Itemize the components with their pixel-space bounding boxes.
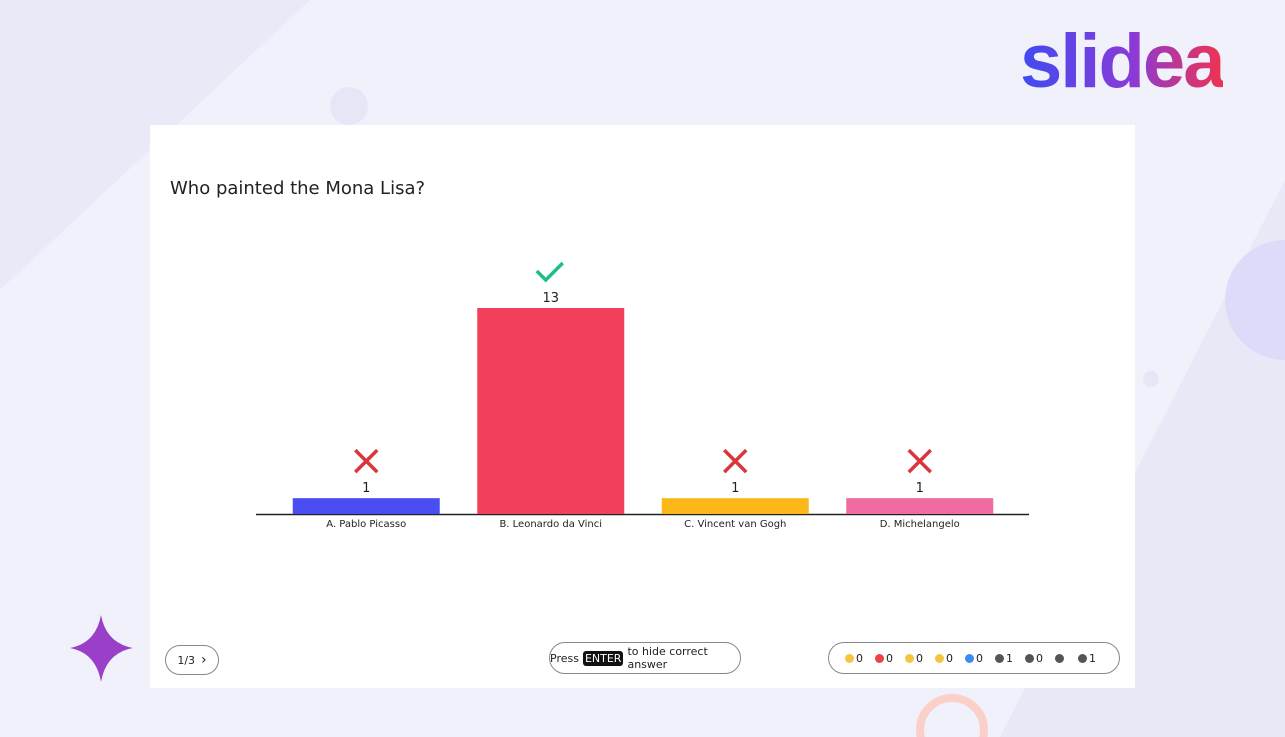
reactions-bar: 0 0 0 0 0 1 0 1: [828, 642, 1120, 674]
reaction[interactable]: 1: [995, 652, 1013, 665]
reaction-count: 0: [946, 651, 953, 665]
reaction-icon: [935, 653, 944, 663]
reaction-icon: [845, 653, 854, 663]
bar: [661, 498, 809, 514]
reaction[interactable]: 0: [845, 652, 863, 665]
wrong-mark: [907, 448, 932, 474]
bar: [477, 308, 625, 514]
value-label: 13: [542, 291, 559, 306]
category-label: D. Michelangelo: [880, 519, 960, 530]
reaction-count: 0: [916, 651, 923, 665]
value-label: 1: [362, 481, 370, 496]
reaction-count: 0: [976, 651, 983, 665]
reaction[interactable]: [1055, 653, 1066, 663]
slide-card: [150, 125, 1135, 688]
correct-mark: [535, 261, 564, 283]
category-label: A. Pablo Picasso: [326, 519, 406, 530]
wrong-mark: [723, 448, 748, 474]
hint-text: to hide correct answer: [627, 645, 708, 671]
reaction-count: 1: [1006, 651, 1013, 665]
reaction[interactable]: 0: [875, 652, 893, 665]
category-label: C. Vincent van Gogh: [684, 519, 786, 530]
reaction-count: 0: [856, 651, 863, 665]
next-arrow[interactable]: ›: [201, 652, 207, 668]
reaction-count: 1: [1089, 651, 1096, 665]
reaction-icon: [1025, 653, 1034, 663]
bar: [292, 498, 440, 514]
reaction-icon: [995, 653, 1004, 663]
value-label: 1: [731, 481, 739, 496]
page-counter[interactable]: 1/3 ›: [165, 645, 219, 675]
reaction[interactable]: 1: [1078, 652, 1096, 665]
value-label: 1: [916, 481, 924, 496]
logo: slidea: [1020, 19, 1225, 104]
reaction[interactable]: 0: [1025, 652, 1043, 665]
reaction-icon: [1055, 653, 1064, 663]
reaction-count: 0: [1036, 651, 1043, 665]
hint-pill[interactable]: Press ENTER to hide correct answer: [549, 642, 741, 674]
reaction[interactable]: 0: [935, 652, 953, 665]
reaction-icon: [875, 653, 884, 663]
page-number: 1/3: [177, 653, 196, 667]
category-label: B. Leonardo da Vinci: [499, 519, 602, 530]
reaction-count: 0: [886, 651, 893, 665]
reaction-icon: [905, 653, 914, 663]
bar: [846, 498, 994, 514]
reaction[interactable]: 0: [965, 652, 983, 665]
wrong-mark: [354, 448, 379, 474]
hint-text: Press: [550, 651, 579, 665]
reaction-icon: [1078, 653, 1087, 663]
reaction[interactable]: 0: [905, 652, 923, 665]
reaction-icon: [965, 653, 974, 663]
question: Who painted the Mona Lisa?: [170, 178, 426, 199]
key: ENTER: [582, 650, 624, 666]
